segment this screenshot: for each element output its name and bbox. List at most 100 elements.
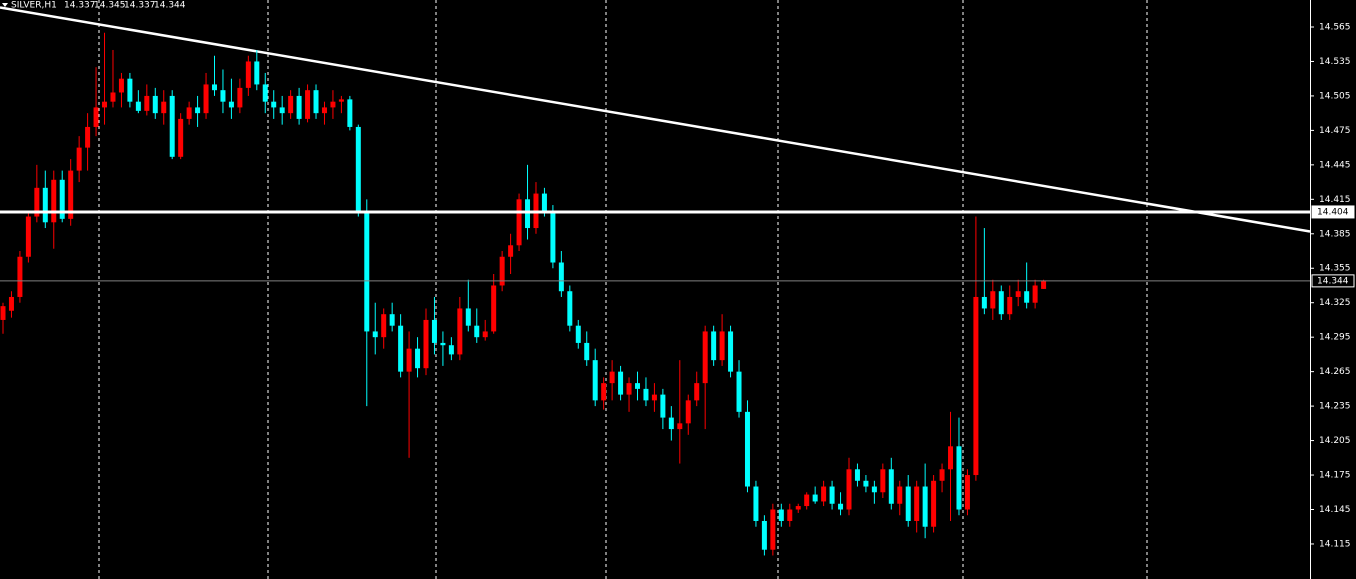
candle-body — [719, 331, 725, 361]
candle-body — [541, 193, 547, 211]
candle-body — [25, 216, 31, 257]
candle-body — [998, 291, 1004, 315]
candle-body — [888, 469, 894, 504]
candle-body — [846, 469, 852, 510]
candle-body — [296, 95, 302, 119]
candle-body — [821, 486, 827, 502]
candle-body — [482, 331, 488, 338]
y-tick-label: 14.265 — [1319, 367, 1351, 377]
candle-body — [431, 319, 437, 343]
y-tick-label: 14.475 — [1319, 126, 1351, 136]
candle-body — [85, 126, 91, 148]
candle-body — [990, 291, 996, 309]
candle-body — [178, 118, 184, 157]
candle-body — [423, 319, 429, 369]
candle-body — [398, 325, 404, 372]
candle-body — [8, 296, 14, 311]
candle-body — [660, 394, 666, 418]
candle-body — [854, 469, 860, 481]
candle-body — [939, 469, 945, 481]
candle-body — [964, 475, 970, 510]
y-tick-label: 14.115 — [1319, 539, 1351, 549]
candle-body — [118, 78, 124, 93]
candle-body — [685, 400, 691, 424]
candle-body — [694, 383, 700, 401]
candle-body — [448, 345, 454, 355]
price-label: 14.344 — [1317, 276, 1349, 286]
candle-body — [931, 480, 937, 527]
candle-body — [651, 394, 657, 401]
candle-body — [499, 256, 505, 286]
candle-body — [389, 314, 395, 326]
candle-body — [838, 503, 844, 510]
candle-body — [525, 199, 531, 229]
candle-body — [169, 95, 175, 157]
candle-body — [135, 101, 141, 111]
candle-body — [440, 342, 446, 346]
price-label-box — [1311, 205, 1355, 219]
candle-body — [711, 331, 717, 361]
candle-body — [1024, 291, 1030, 303]
candle-body — [584, 342, 590, 361]
candle-body — [0, 306, 6, 320]
header-value: 14.344 — [154, 1, 186, 11]
candle-body — [973, 296, 979, 476]
candle-body — [668, 417, 674, 430]
candle-body — [609, 371, 615, 384]
candle-body — [626, 383, 632, 395]
candle-body — [491, 285, 497, 332]
candle-body — [1041, 280, 1047, 289]
y-tick-label: 14.445 — [1319, 160, 1351, 170]
candle-body — [237, 87, 243, 108]
candle-body — [863, 480, 869, 487]
candle-body — [347, 99, 353, 127]
symbol-title: SILVER,H1 — [11, 1, 57, 11]
candle-body — [381, 314, 387, 338]
candle-body — [787, 509, 793, 521]
candle-body — [592, 360, 598, 401]
candle-body — [914, 486, 920, 521]
candle-body — [34, 187, 40, 217]
candle-body — [1015, 291, 1021, 297]
candle-body — [829, 486, 835, 504]
candle-body — [330, 101, 336, 108]
candle-body — [68, 170, 74, 219]
candle-body — [338, 99, 344, 102]
candle-body — [905, 486, 911, 521]
candle-body — [981, 296, 987, 309]
candle-body — [102, 101, 108, 108]
candle-body — [152, 95, 158, 114]
candle-body — [558, 262, 564, 292]
candle-body — [880, 469, 886, 493]
candle-body — [761, 520, 767, 550]
candle-body — [1032, 285, 1038, 303]
candle-body — [364, 210, 370, 332]
candle-body — [288, 95, 294, 114]
candle-body — [415, 348, 421, 369]
candle-body — [753, 486, 759, 521]
candle-body — [728, 331, 734, 372]
candle-body — [643, 388, 649, 401]
candle-body — [195, 107, 201, 114]
candle-body — [271, 101, 277, 108]
candle-body — [406, 348, 412, 372]
candle-body — [736, 371, 742, 412]
y-tick-label: 14.205 — [1319, 436, 1351, 446]
y-tick-label: 14.175 — [1319, 471, 1351, 481]
candle-body — [42, 187, 48, 223]
header-value: 14.345 — [94, 1, 126, 11]
y-tick-label: 14.145 — [1319, 505, 1351, 515]
candle-body — [17, 256, 23, 297]
candle-body — [305, 90, 311, 119]
candle-body — [127, 78, 133, 102]
candle-body — [186, 107, 192, 119]
price-label-box — [1311, 274, 1355, 288]
candle-body — [956, 446, 962, 510]
candle-body — [922, 486, 928, 527]
candle-body — [279, 107, 285, 114]
candle-body — [474, 325, 480, 338]
y-tick-label: 14.565 — [1319, 22, 1351, 32]
candle-body — [575, 325, 581, 343]
